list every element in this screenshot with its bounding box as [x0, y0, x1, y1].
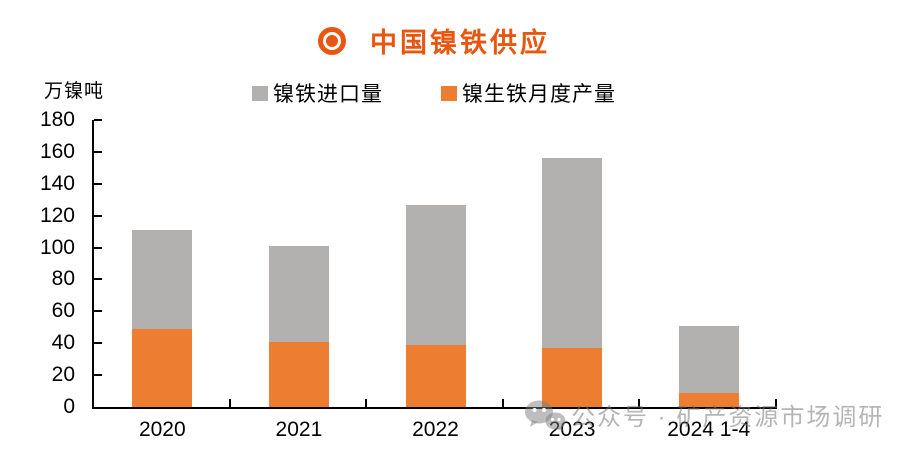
legend-item: 镍生铁月度产量	[441, 78, 616, 108]
y-axis-tick-label: 140	[39, 171, 75, 195]
bullseye-icon	[318, 26, 346, 55]
bar-segment-npi	[268, 341, 329, 407]
bar-segment-imports	[268, 245, 329, 342]
page-title: 中国镍铁供应	[370, 28, 550, 58]
x-axis-tick	[228, 399, 231, 407]
y-axis-tick-label: 40	[51, 331, 75, 355]
bar-segment-npi	[405, 344, 466, 407]
wechat-icon	[525, 400, 566, 431]
y-axis-tick	[94, 310, 102, 313]
y-axis-tick-label: 180	[39, 108, 75, 131]
y-axis-tick	[94, 278, 102, 281]
bar-2022	[405, 204, 466, 407]
bar-segment-npi	[132, 328, 193, 407]
y-axis-tick-label: 120	[39, 203, 75, 227]
y-axis-tick	[94, 214, 102, 217]
bar-segment-imports	[405, 204, 466, 345]
watermark: 公众号 · 矿产资源市场调研	[524, 397, 884, 432]
bar-2021	[268, 245, 329, 407]
x-axis-tick	[775, 399, 777, 407]
y-axis-tick	[94, 119, 102, 121]
y-axis-tick	[94, 182, 102, 185]
bullseye-dot	[326, 34, 338, 47]
bar-segment-imports	[678, 325, 739, 393]
bar-2020	[132, 230, 193, 407]
bar-2023	[542, 158, 603, 407]
legend-swatch	[252, 85, 268, 101]
y-axis-unit-label: 万镍吨	[44, 81, 105, 102]
y-axis-tick-label: 100	[39, 235, 75, 259]
legend: 镍铁进口量 镍生铁月度产量	[0, 78, 898, 106]
y-axis-tick-label: 160	[39, 139, 75, 163]
bar-segment-imports	[132, 230, 193, 329]
x-axis-label: 2021	[275, 418, 323, 441]
x-axis-tick	[365, 399, 368, 407]
x-axis-tick	[501, 399, 504, 407]
legend-swatch	[441, 85, 457, 101]
x-axis-label: 2020	[138, 418, 186, 441]
y-axis-tick-label: 80	[51, 267, 75, 291]
y-axis-tick	[94, 246, 102, 249]
bar-2024 1-4	[678, 325, 739, 407]
legend-item: 镍铁进口量	[252, 78, 383, 108]
legend-label: 镍铁进口量	[273, 83, 383, 106]
y-axis-tick	[94, 374, 102, 377]
x-axis-label: 2024 1-4	[667, 418, 751, 441]
watermark-text: 公众号 · 矿产资源市场调研	[571, 404, 885, 431]
x-axis-tick	[638, 399, 641, 407]
x-axis-label: 2022	[412, 418, 459, 441]
bar-segment-imports	[542, 158, 603, 348]
y-axis-tick-label: 20	[51, 363, 75, 387]
y-axis-tick	[94, 342, 102, 345]
y-axis-tick	[94, 150, 102, 153]
bar-segment-npi	[678, 392, 739, 407]
y-axis-tick-label: 60	[51, 299, 75, 323]
legend-label: 镍生铁月度产量	[462, 83, 616, 106]
y-axis-tick-label: 0	[63, 395, 75, 418]
bar-segment-npi	[542, 348, 603, 407]
chart-title-row: 中国镍铁供应	[318, 21, 550, 60]
plot-area	[92, 119, 777, 409]
